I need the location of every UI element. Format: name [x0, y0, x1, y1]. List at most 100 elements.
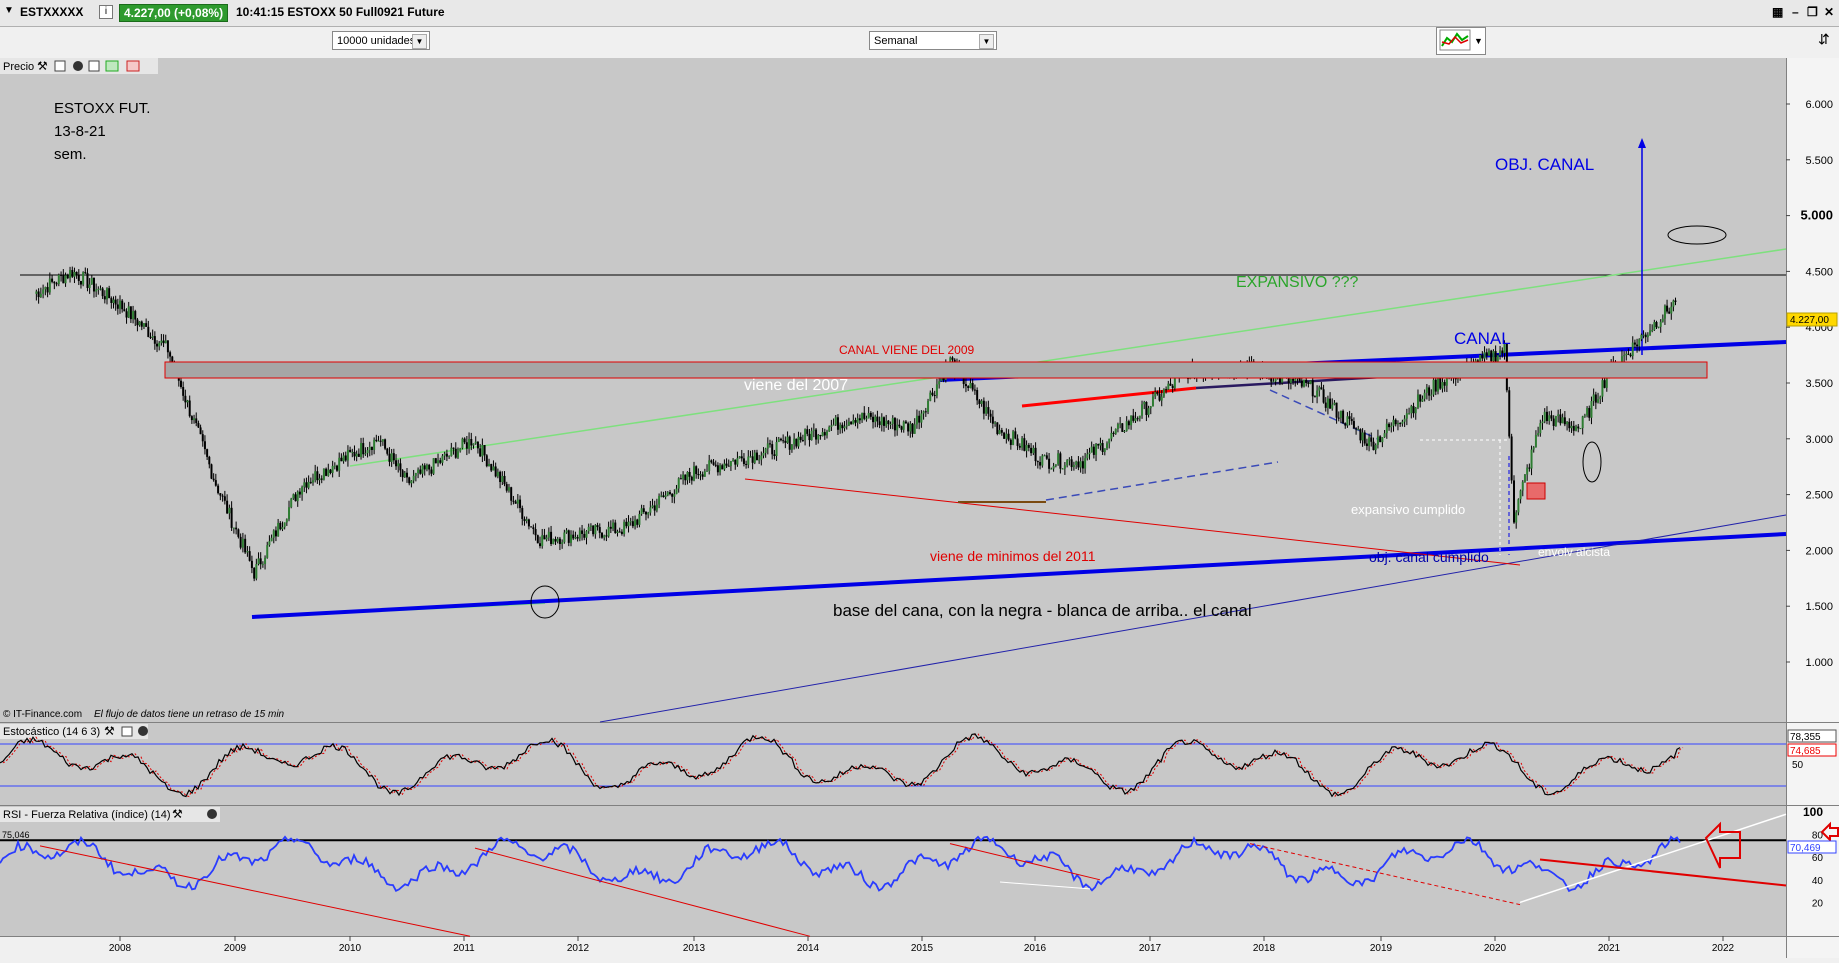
price-candle [653, 505, 656, 511]
scale-tool-icon[interactable]: ⇵ [1818, 31, 1830, 47]
close-panel-icon[interactable] [207, 809, 217, 819]
price-candle [452, 447, 455, 449]
price-candle [235, 527, 238, 530]
price-candle [443, 453, 446, 456]
price-candle [228, 507, 231, 514]
price-panel[interactable] [0, 58, 1786, 722]
year-tick-label: 2019 [1370, 943, 1393, 954]
price-candle [195, 418, 198, 424]
restore-button[interactable]: ❐ [1807, 5, 1818, 19]
price-candle [312, 480, 314, 483]
price-candle [327, 469, 330, 476]
price-candle [636, 519, 639, 525]
price-tick-label: 3.000 [1805, 434, 1833, 446]
maximize-icon[interactable] [121, 726, 133, 737]
price-candle [1110, 432, 1113, 439]
units-select[interactable]: 10000 unidades ▼ [332, 31, 430, 50]
price-candle [1633, 342, 1636, 345]
price-candle [1114, 428, 1117, 434]
price-candle [272, 530, 275, 538]
wrench-icon[interactable]: ⚒ [37, 59, 48, 73]
price-candle [987, 407, 990, 414]
price-candle [758, 459, 761, 461]
minimize-button[interactable]: – [1792, 5, 1799, 19]
price-candle [612, 522, 615, 529]
price-candle [1479, 355, 1482, 367]
price-candle [103, 296, 106, 300]
price-candle [1539, 423, 1542, 434]
price-candle [1586, 408, 1589, 416]
price-candle [1130, 415, 1133, 426]
price-candle [539, 543, 541, 547]
price-candle [274, 530, 277, 537]
price-candle [1517, 499, 1520, 513]
price-candle [1523, 474, 1526, 482]
price-candle [1141, 404, 1144, 416]
stochastic-panel[interactable] [0, 723, 1786, 805]
price-candle [1105, 443, 1108, 449]
price-candle [1322, 389, 1325, 403]
annotation-canal: CANAL [1454, 329, 1511, 348]
price-candle [1145, 402, 1148, 415]
price-candle [1016, 438, 1019, 446]
price-candle [1162, 389, 1165, 397]
price-candle [153, 336, 156, 344]
price-candle [1119, 423, 1122, 425]
price-candle [982, 400, 985, 414]
dropdown-menu-icon[interactable]: ▼ [4, 5, 14, 16]
price-candle [878, 421, 881, 426]
export-icon[interactable] [105, 60, 119, 72]
svg-text:▼: ▼ [1474, 36, 1483, 46]
remove-icon[interactable] [126, 60, 140, 72]
price-candle [316, 471, 319, 481]
maximize-icon[interactable] [54, 60, 66, 72]
price-candle [381, 439, 384, 442]
price-candle [360, 443, 363, 457]
price-candle [35, 291, 38, 294]
price-candle [753, 452, 756, 463]
price-candle [392, 453, 395, 461]
keyboard-icon[interactable]: ▦ [1772, 5, 1784, 19]
price-candle [1537, 433, 1540, 435]
price-candle [660, 495, 663, 497]
price-candle [1136, 418, 1139, 420]
price-candle [911, 423, 914, 434]
price-candle [1566, 421, 1569, 425]
price-candle [994, 422, 997, 424]
period-select[interactable]: Semanal ▼ [869, 31, 997, 50]
price-candle [1627, 353, 1630, 355]
price-candle [740, 456, 743, 459]
rsi-panel[interactable] [0, 806, 1786, 936]
channel-base-line [251, 532, 1787, 619]
price-candle [1399, 423, 1402, 425]
price-candle [1034, 447, 1037, 462]
close-panel-icon[interactable] [73, 61, 83, 71]
wrench-icon[interactable]: ⚒ [172, 807, 183, 821]
chart-area[interactable]: Precio ⚒ Estocástico (14 6 3) ⚒ RSI - Fu… [0, 57, 1839, 958]
price-candle [804, 429, 807, 441]
price-candle [456, 451, 459, 458]
price-candle [221, 495, 224, 497]
price-candle [1432, 379, 1435, 395]
price-candle [340, 457, 343, 462]
rsi-readout: 70,469 [1790, 843, 1821, 854]
price-candle [1642, 334, 1645, 336]
chart-style-button[interactable]: ▼ [1436, 27, 1486, 55]
symbol-label[interactable]: ESTXXXXX [20, 5, 84, 19]
price-candle [1521, 481, 1524, 491]
close-button[interactable]: ✕ [1824, 5, 1835, 19]
price-candle [1541, 421, 1544, 424]
stoch-panel-label: Estocástico (14 6 3) [3, 726, 100, 738]
add-icon[interactable] [88, 60, 100, 72]
price-candle [801, 439, 804, 441]
price-candle [219, 493, 222, 496]
close-panel-icon[interactable] [138, 726, 148, 736]
price-candle [1421, 398, 1424, 402]
wrench-icon[interactable]: ⚒ [104, 724, 115, 738]
price-candle [1594, 394, 1597, 403]
price-candle [283, 522, 286, 528]
price-candle [634, 519, 637, 527]
info-icon[interactable]: i [99, 5, 113, 19]
price-candle [95, 289, 98, 292]
price-candle [863, 412, 866, 419]
